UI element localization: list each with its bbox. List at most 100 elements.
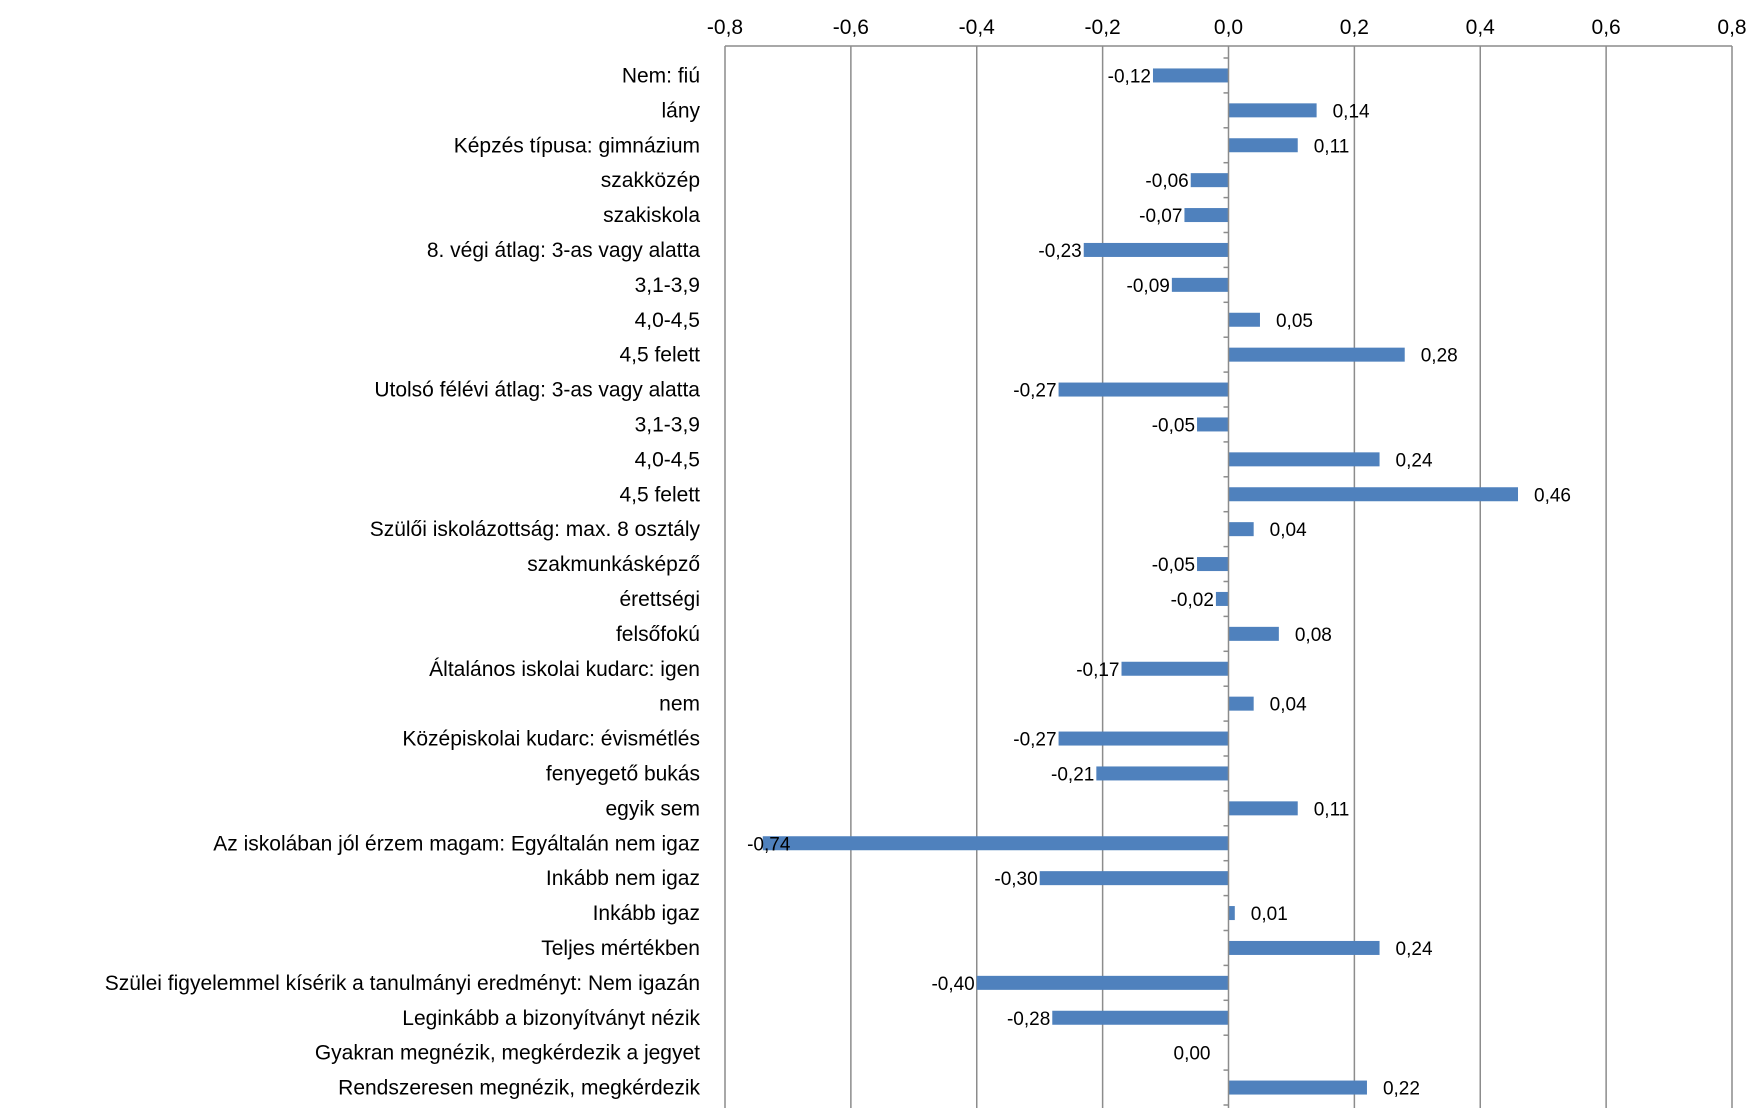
category-label: 4,5 felett (619, 344, 700, 367)
category-label: Az iskolában jól érzem magam: Egyáltalán… (213, 832, 700, 855)
data-label: -0,74 (747, 834, 791, 855)
bar (1058, 731, 1229, 746)
bar (1039, 871, 1229, 886)
bar (1052, 1010, 1229, 1025)
data-label: 0,22 (1383, 1079, 1420, 1100)
category-label: Gyakran megnézik, megkérdezik a jegyet (315, 1042, 700, 1065)
bar (1171, 277, 1229, 292)
bar (1228, 626, 1279, 641)
category-label: felsőfokú (616, 623, 700, 646)
bar (1190, 173, 1229, 188)
category-label: Utolsó félévi átlag: 3-as vagy alatta (374, 379, 700, 402)
data-label: -0,17 (1076, 660, 1119, 681)
data-label: 0,00 (1174, 1044, 1211, 1065)
bar (1197, 417, 1229, 432)
category-label: Teljes mértékben (541, 937, 700, 960)
gridlines (724, 46, 1733, 1108)
x-tick-label: -0,2 (1085, 16, 1121, 39)
category-label: Általános iskolai kudarc: igen (429, 658, 700, 681)
bar (1228, 103, 1317, 118)
category-label: 3,1-3,9 (635, 274, 700, 297)
bar (1152, 68, 1229, 83)
category-label: fenyegető bukás (546, 762, 700, 785)
bar (1228, 696, 1254, 711)
bar (1228, 347, 1405, 362)
data-label: 0,11 (1314, 136, 1350, 157)
bar (1184, 208, 1229, 223)
x-tick-label: 0,2 (1340, 16, 1369, 39)
data-label: 0,08 (1295, 625, 1332, 646)
category-label: Nem: fiú (622, 64, 700, 87)
category-label: 4,5 felett (619, 483, 700, 506)
data-label: -0,21 (1051, 764, 1094, 785)
category-label: lány (661, 99, 700, 122)
category-label: egyik sem (605, 797, 700, 820)
data-label: 0,05 (1276, 311, 1313, 332)
category-label: szakmunkásképző (527, 553, 700, 576)
data-label: -0,40 (931, 974, 974, 995)
data-label: -0,27 (1013, 381, 1056, 402)
category-label: Szülei figyelemmel kísérik a tanulmányi … (105, 972, 700, 995)
bar (976, 975, 1229, 990)
category-label: Szülői iskolázottság: max. 8 osztály (370, 518, 701, 541)
bar (1096, 766, 1229, 781)
bar (1083, 242, 1229, 257)
data-label: 0,14 (1333, 101, 1370, 122)
category-label: Leginkább a bizonyítványt nézik (402, 1007, 700, 1030)
data-label: 0,11 (1314, 799, 1350, 820)
data-label: -0,23 (1038, 241, 1081, 262)
bar (1058, 382, 1229, 397)
x-axis-tick-labels: -0,8 -0,6 -0,4 -0,2 0,0 0,2 0,4 0,6 0,8 (707, 16, 1747, 39)
data-label: 0,24 (1396, 939, 1433, 960)
data-label: 0,01 (1251, 904, 1288, 925)
data-label: -0,12 (1108, 66, 1151, 87)
category-label: Inkább igaz (593, 902, 700, 925)
data-label: -0,05 (1152, 415, 1195, 436)
bar (1228, 312, 1260, 327)
bar (762, 836, 1229, 851)
bar (1197, 557, 1229, 572)
category-label: érettségi (619, 588, 700, 611)
x-tick-label: -0,4 (959, 16, 996, 39)
data-label: -0,05 (1152, 555, 1195, 576)
data-labels: -0,12 0,14 0,11 -0,06 -0,07 -0,23 -0,09 0,05 0,2… (747, 66, 1571, 1099)
data-label: 0,46 (1534, 485, 1571, 506)
category-label: Inkább nem igaz (546, 867, 700, 890)
category-label: szakiskola (603, 204, 700, 227)
category-label: nem (659, 693, 700, 716)
bar (1228, 452, 1380, 467)
data-label: -0,02 (1171, 590, 1214, 611)
x-tick-label: 0,6 (1592, 16, 1621, 39)
bar (1228, 906, 1235, 921)
category-label: 4,0-4,5 (635, 448, 700, 471)
data-label: -0,09 (1127, 276, 1170, 297)
bar (1121, 661, 1229, 676)
data-label: -0,06 (1145, 171, 1188, 192)
category-label: Rendszeresen megnézik, megkérdezik (338, 1077, 700, 1100)
bar (1228, 940, 1380, 955)
bar (1215, 591, 1229, 606)
x-tick-label: 0,4 (1466, 16, 1496, 39)
category-label: 3,1-3,9 (635, 413, 700, 436)
data-label: 0,28 (1421, 346, 1458, 367)
category-label: szakközép (601, 169, 700, 192)
bars (762, 68, 1519, 1095)
data-label: 0,24 (1396, 450, 1433, 471)
category-label: Középiskolai kudarc: évismétlés (402, 728, 700, 751)
bar (1228, 487, 1519, 502)
data-label: -0,27 (1013, 730, 1056, 751)
bar (1228, 138, 1298, 153)
category-labels: Nem: fiú lány Képzés típusa: gimnázium szak… (105, 64, 701, 1099)
category-label: 8. végi átlag: 3-as vagy alatta (427, 239, 700, 262)
bar (1228, 522, 1254, 537)
x-tick-label: -0,6 (833, 16, 869, 39)
data-label: 0,04 (1270, 520, 1307, 541)
x-tick-label: 0,8 (1717, 16, 1746, 39)
category-label: 4,0-4,5 (635, 309, 700, 332)
data-label: -0,30 (994, 869, 1037, 890)
bar (1228, 801, 1298, 816)
x-tick-label: -0,8 (707, 16, 743, 39)
data-label: -0,07 (1139, 206, 1182, 227)
category-label: Képzés típusa: gimnázium (454, 134, 700, 157)
